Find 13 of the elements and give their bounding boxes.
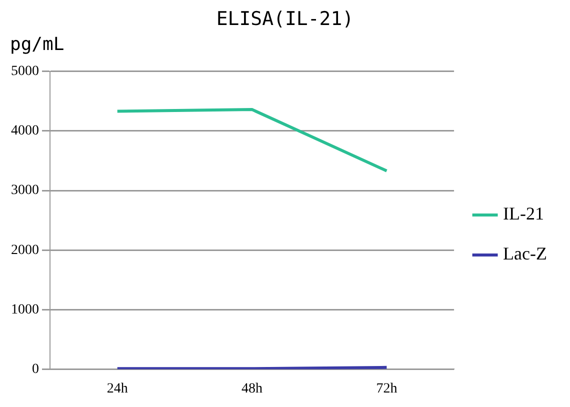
x-tick-label: 48h [242,381,263,396]
y-tick-label: 1000 [11,302,39,318]
chart-title: ELISA(IL-21) [215,8,355,32]
legend-label: IL-21 [503,204,544,224]
legend-label: Lac-Z [503,244,548,264]
y-tick-label: 3000 [11,183,39,198]
x-tick-label: 24h [106,381,128,396]
y-axis-title: pg/mL [9,34,66,57]
x-tick-label: 72h [376,381,398,396]
y-tick-label: 0 [32,362,39,377]
y-tick-label: 4000 [11,124,39,139]
y-tick-label: 2000 [11,242,39,258]
y-tick-label: 5000 [11,64,39,80]
